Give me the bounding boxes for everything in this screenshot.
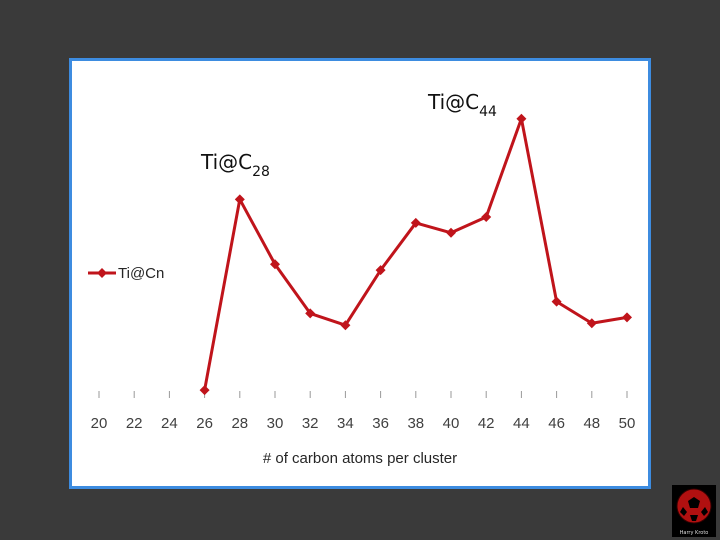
x-tick-label: 28: [231, 415, 248, 432]
buckyball-icon: [676, 488, 712, 524]
data-point-marker: [622, 312, 632, 323]
data-point-marker: [340, 320, 351, 331]
annotation-ti-c28: Ti@C28: [200, 150, 270, 180]
line-chart: 20 22 24 26 28 30 32 34 36 38 40 42 44 46 48 50 Ti@Cn #…: [88, 90, 636, 467]
x-tick-labels: 20 22 24 26 28 30 32 34 36 38 40 42 44 46 48 50: [91, 415, 636, 432]
chart-frame: 20 22 24 26 28 30 32 34 36 38 40 42 44 46 48 50 Ti@Cn #…: [69, 58, 651, 489]
x-axis-title: # of carbon atoms per cluster: [263, 450, 457, 467]
x-tick-label: 44: [513, 415, 530, 432]
x-tick-label: 48: [583, 415, 600, 432]
data-point-marker: [375, 265, 386, 276]
x-tick-label: 20: [91, 415, 108, 432]
x-tick-label: 36: [372, 415, 389, 432]
x-tick-label: 38: [407, 415, 424, 432]
data-point-marker: [516, 113, 527, 124]
legend-marker-swatch: [97, 268, 107, 278]
x-tick-label: 26: [196, 415, 213, 432]
x-axis: [98, 391, 628, 398]
x-tick-label: 46: [548, 415, 565, 432]
x-tick-label: 50: [619, 415, 636, 432]
data-point-marker: [234, 194, 245, 205]
x-tick-label: 30: [267, 415, 284, 432]
legend: Ti@Cn: [88, 265, 164, 282]
series-markers: [199, 113, 632, 396]
x-tick-label: 40: [443, 415, 460, 432]
x-tick-label: 42: [478, 415, 495, 432]
legend-label: Ti@Cn: [118, 265, 164, 282]
data-point-marker: [586, 318, 597, 329]
data-point-marker: [446, 227, 456, 238]
x-tick-label: 32: [302, 415, 319, 432]
x-tick-label: 22: [126, 415, 143, 432]
data-point-marker: [410, 217, 421, 228]
buckyball-logo: Harry Kroto: [672, 485, 716, 537]
x-tick-label: 34: [337, 415, 354, 432]
data-point-marker: [270, 259, 280, 270]
x-tick-label: 24: [161, 415, 178, 432]
logo-caption: Harry Kroto: [679, 530, 709, 536]
data-point-marker: [551, 296, 562, 307]
series-line-ti-cn: [203, 117, 628, 391]
data-point-marker: [199, 385, 210, 396]
annotation-ti-c44: Ti@C44: [427, 90, 497, 120]
data-point-marker: [305, 308, 316, 319]
data-point-marker: [481, 212, 492, 223]
